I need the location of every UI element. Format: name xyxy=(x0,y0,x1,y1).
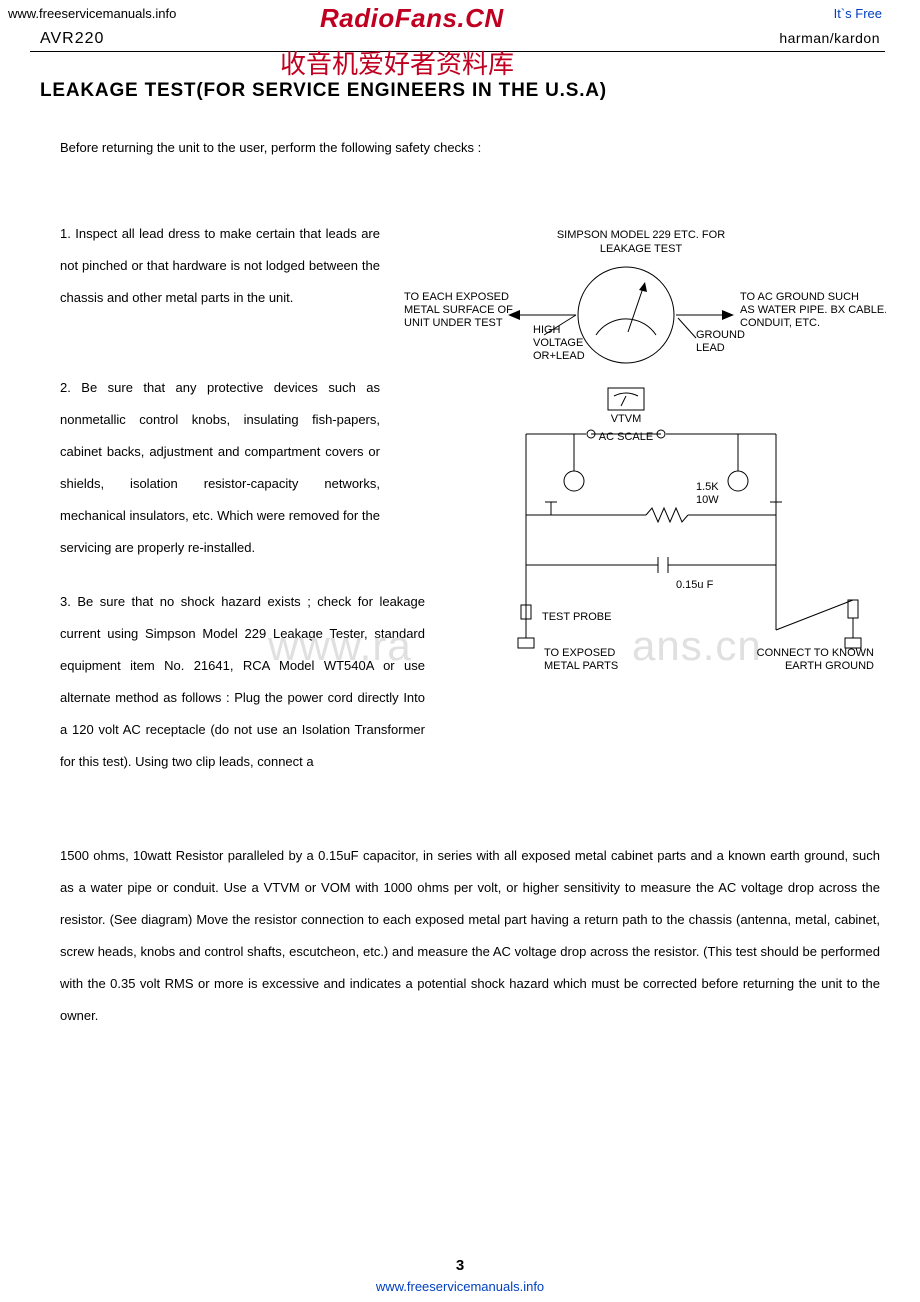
diag-res-2: 10W xyxy=(696,494,719,506)
diag-res-1: 1.5K xyxy=(696,481,719,493)
leakage-test-diagram: SIMPSON MODEL 229 ETC. FOR LEAKAGE TEST … xyxy=(396,220,886,680)
chinese-subtitle: 收音机爱好者资料库 xyxy=(280,44,514,81)
page-title: LEAKAGE TEST(FOR SERVICE ENGINEERS IN TH… xyxy=(40,80,607,102)
diag-earth-2: EARTH GROUND xyxy=(785,660,874,672)
header-free-tag: It`s Free xyxy=(834,6,882,21)
item-3: 3. Be sure that no shock hazard exists ;… xyxy=(60,586,425,778)
diag-earth-1: CONNECT TO KNOWN xyxy=(757,647,874,659)
diag-exp-2: METAL PARTS xyxy=(544,660,618,672)
diag-right-1: TO AC GROUND SUCH xyxy=(740,291,859,303)
diag-high-1: HIGH xyxy=(533,324,561,336)
diag-ground-2: LEAD xyxy=(696,342,725,354)
diag-right-3: CONDUIT, ETC. xyxy=(740,317,820,329)
diag-ground-1: GROUND xyxy=(696,329,745,341)
brand-label: harman/kardon xyxy=(779,30,880,46)
diag-high-2: VOLTAGE xyxy=(533,337,583,349)
diag-high-3: OR+LEAD xyxy=(533,350,585,362)
diag-right-2: AS WATER PIPE. BX CABLE. xyxy=(740,304,886,316)
diag-vtvm: VTVM xyxy=(611,413,642,425)
diag-acscale: AC SCALE xyxy=(599,431,653,443)
continuation-text: 1500 ohms, 10watt Resistor paralleled by… xyxy=(60,840,880,1032)
radiofans-watermark: RadioFans.CN xyxy=(320,3,504,34)
header-url: www.freeservicemanuals.info xyxy=(8,6,176,21)
item-1: 1. Inspect all lead dress to make certai… xyxy=(60,218,380,314)
footer-url: www.freeservicemanuals.info xyxy=(0,1279,920,1294)
item-2: 2. Be sure that any protective devices s… xyxy=(60,372,380,564)
intro-text: Before returning the unit to the user, p… xyxy=(60,140,481,155)
diag-top-label-2: LEAKAGE TEST xyxy=(600,243,683,255)
diag-exp-1: TO EXPOSED xyxy=(544,647,615,659)
diag-cap: 0.15u F xyxy=(676,579,714,591)
diag-probe: TEST PROBE xyxy=(542,611,611,623)
diag-left-3: UNIT UNDER TEST xyxy=(404,317,503,329)
page-number: 3 xyxy=(0,1257,920,1274)
diag-left-2: METAL SURFACE OF xyxy=(404,304,513,316)
background-watermark-left: www.ra xyxy=(268,622,412,670)
model-label: AVR220 xyxy=(40,30,104,48)
diag-top-label-1: SIMPSON MODEL 229 ETC. FOR xyxy=(557,229,725,241)
document-page: www.freeservicemanuals.info It`s Free Ra… xyxy=(0,0,920,1302)
diag-left-1: TO EACH EXPOSED xyxy=(404,291,509,303)
